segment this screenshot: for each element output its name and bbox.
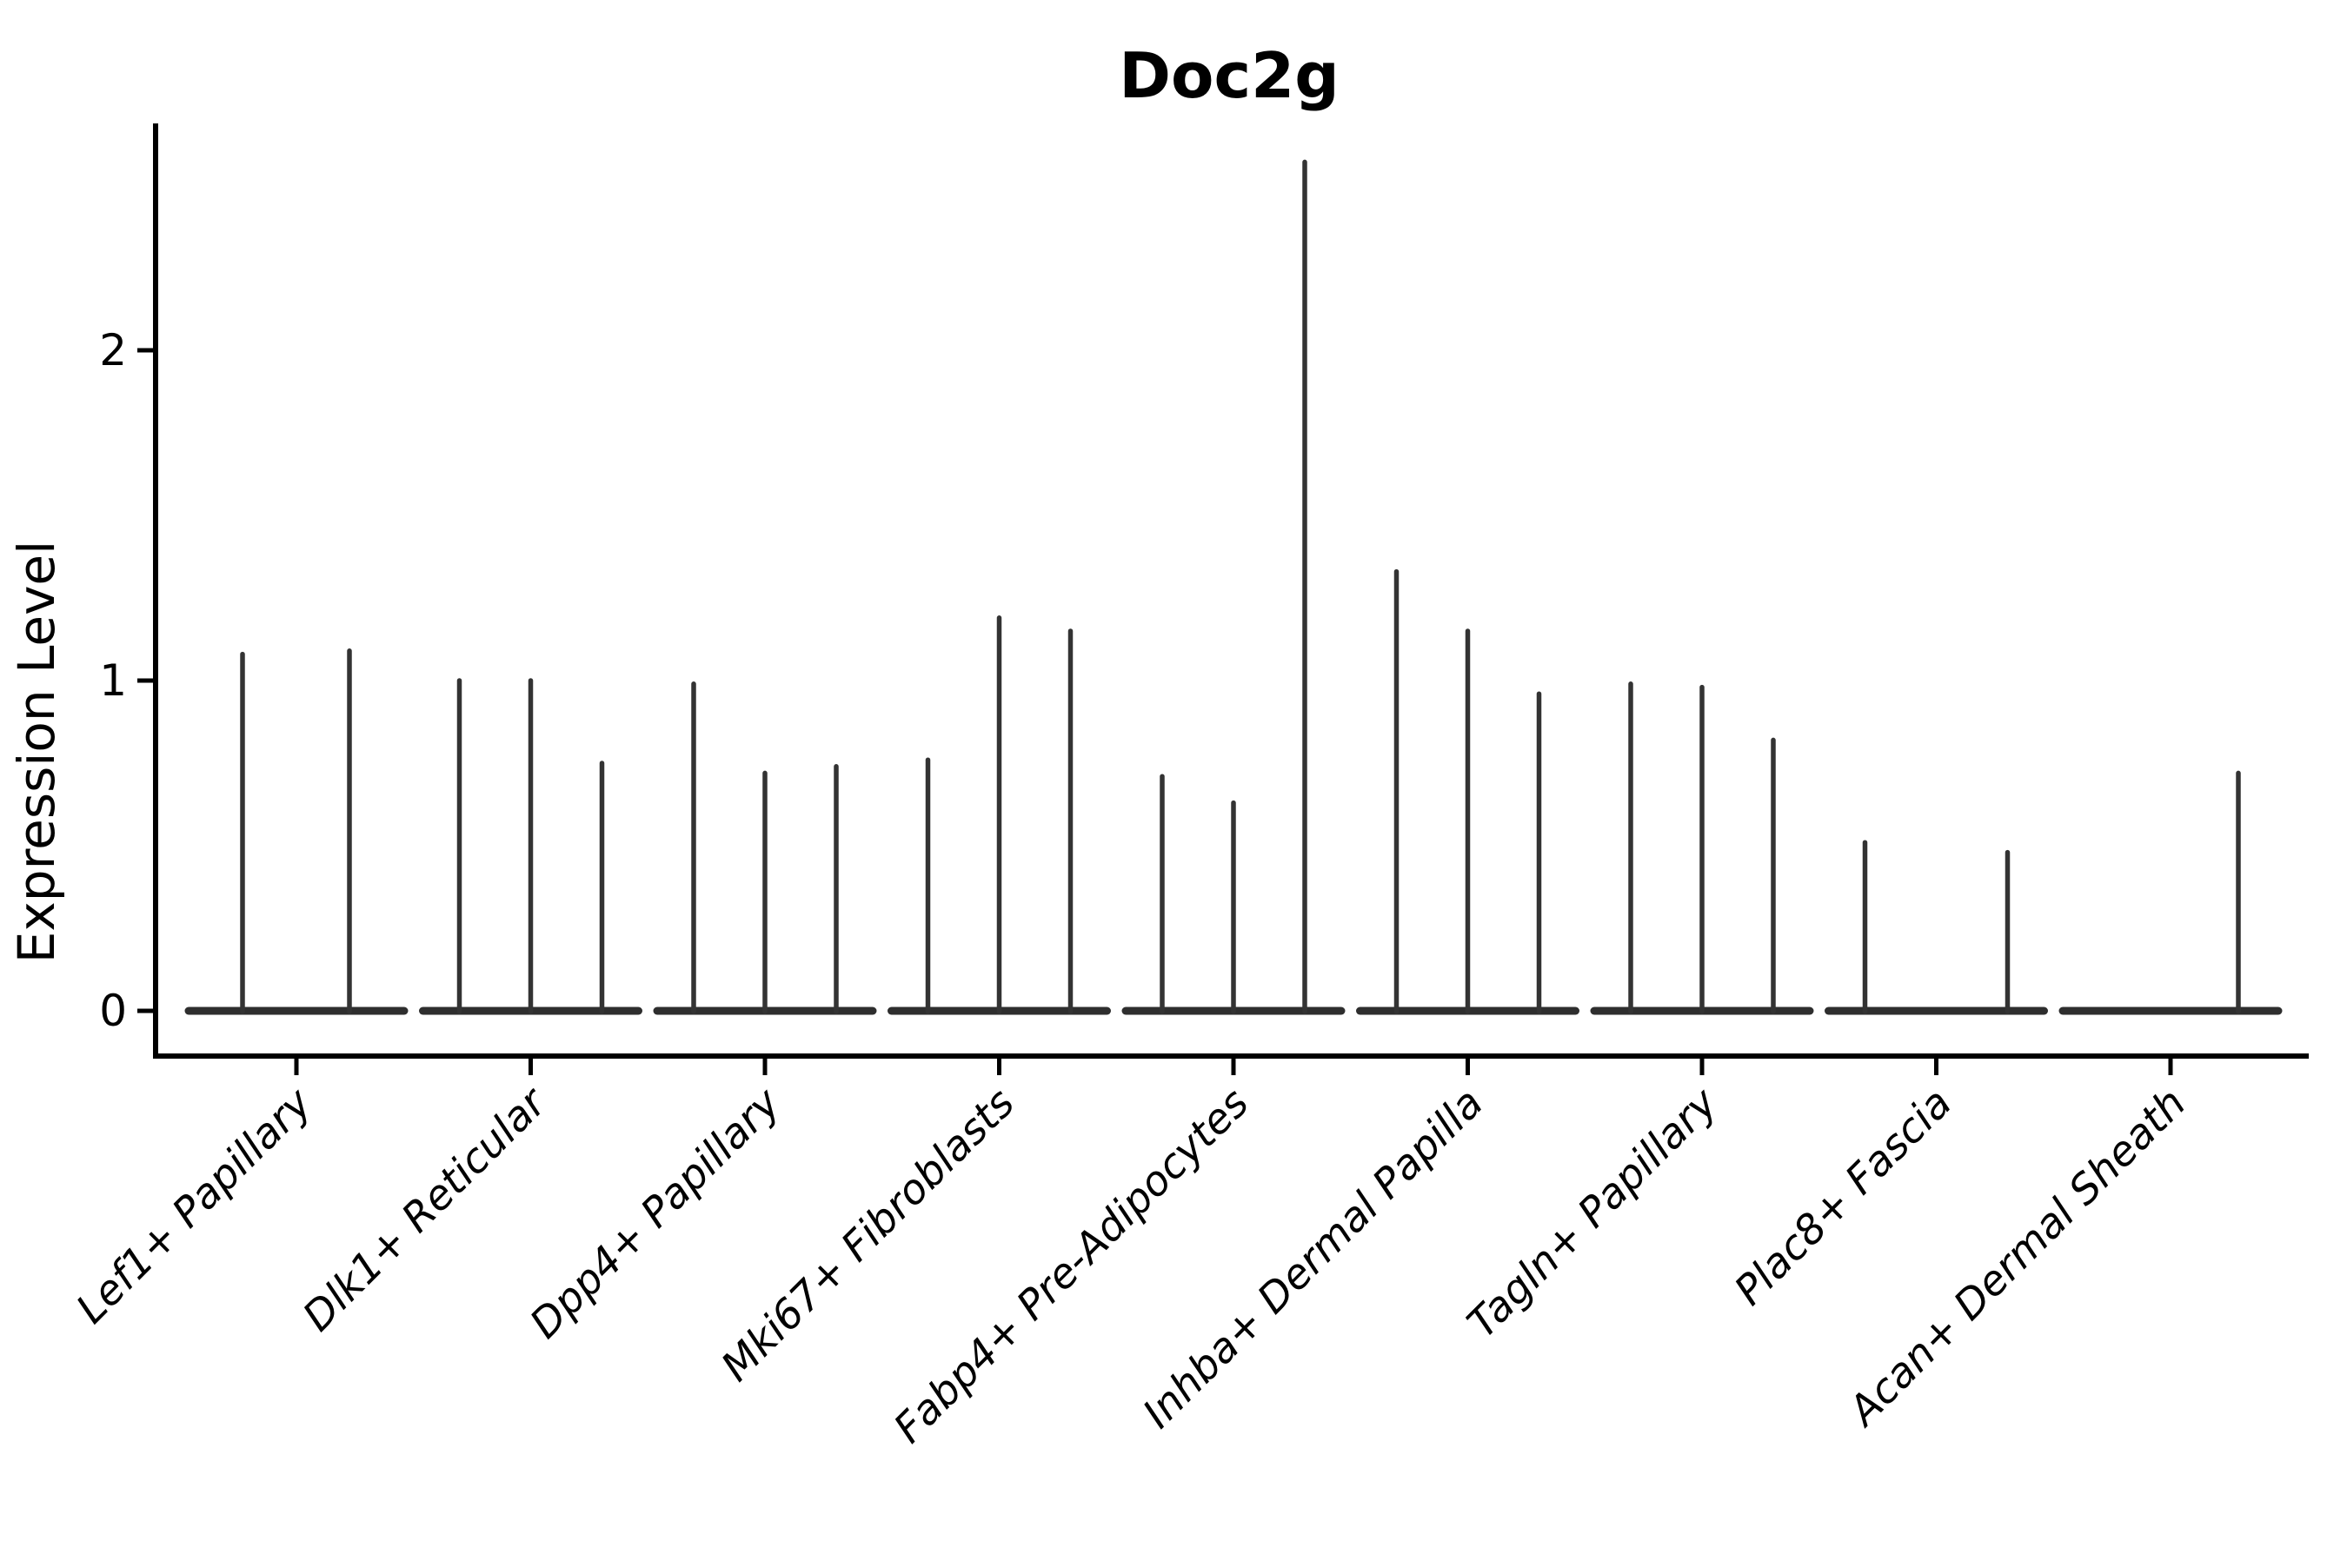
x-tick-label: Dlk1+ Reticular: [294, 1078, 557, 1341]
x-tick-label: Plac8+ Fascia: [1725, 1080, 1961, 1315]
chart-title: Doc2g: [1119, 39, 1340, 112]
y-axis-label: Expression Level: [7, 541, 66, 963]
x-tick-label: Dpp4+ Papillary: [521, 1079, 790, 1348]
x-tick-label: Tagln+ Papillary: [1459, 1079, 1728, 1348]
y-tick-label: 1: [99, 655, 127, 706]
y-tick-label: 0: [99, 986, 127, 1036]
x-tick-label: Lef1+ Papillary: [67, 1079, 322, 1333]
y-tick-label: 2: [99, 325, 127, 375]
